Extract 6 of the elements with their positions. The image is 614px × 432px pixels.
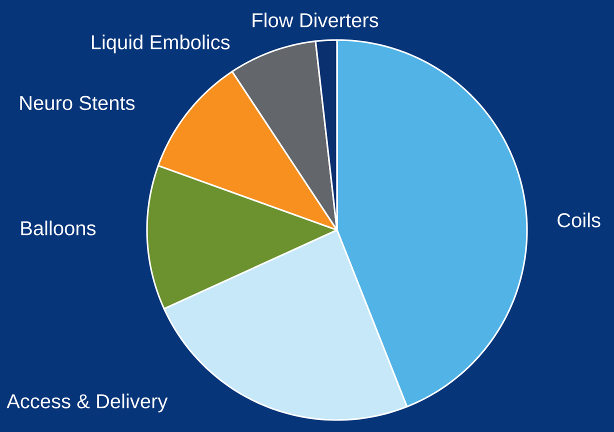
slice-label: Coils	[558, 212, 600, 228]
slice-label: Flow Diverters	[252, 12, 378, 28]
slice-label: Neuro Stents	[20, 96, 135, 110]
slice-label: Balloons	[21, 220, 96, 236]
slice-label: Access & Delivery	[6, 394, 168, 412]
slice-label: Liquid Embolics	[92, 34, 230, 54]
